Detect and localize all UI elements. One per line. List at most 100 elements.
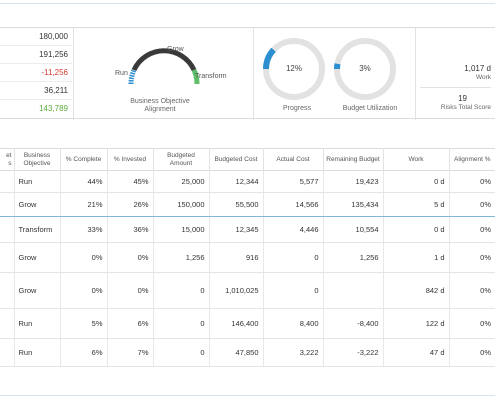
cell-invested: 0%: [107, 242, 154, 273]
column-header-complete[interactable]: % Complete: [60, 148, 108, 171]
financial-value: 36,211: [0, 82, 74, 100]
work-kpi-label: Work: [475, 74, 491, 81]
cell-invested: 7%: [107, 338, 154, 367]
cell-work: 1 d: [383, 242, 450, 273]
cell-remaining-budget: 135,434: [323, 192, 384, 217]
row-cell: [0, 308, 15, 339]
gauge-grow-segment: [131, 48, 197, 72]
bottom-divider: [0, 395, 495, 396]
table-row[interactable]: Run 44% 45% 25,000 12,344 5,577 19,423 0…: [0, 170, 495, 193]
cell-work: 842 d: [383, 272, 450, 309]
cell-objective: Grow: [14, 242, 61, 273]
cell-budgeted-amount: 25,000: [153, 170, 210, 193]
cell-remaining-budget: -8,400: [323, 308, 384, 339]
cell-invested: 26%: [107, 192, 154, 217]
cell-objective: Run: [14, 170, 61, 193]
row-cell: [0, 216, 15, 243]
cell-budgeted-cost: 47,850: [209, 338, 264, 367]
cell-objective: Grow: [14, 272, 61, 309]
cell-complete: 33%: [60, 216, 108, 243]
column-header-work[interactable]: Work: [383, 148, 450, 171]
projects-table: et s Business Objective % Complete % Inv…: [0, 148, 495, 367]
column-header-remaining-budget[interactable]: Remaining Budget: [323, 148, 384, 171]
kpi-panel: 1,017 d Work 19 Risks Total Score: [416, 28, 495, 120]
cell-remaining-budget: 10,554: [323, 216, 384, 243]
cell-alignment: 0%: [449, 338, 495, 367]
work-kpi-value: 1,017 d: [464, 64, 491, 73]
kpi-divider: [420, 87, 491, 88]
row-cell: [0, 272, 15, 309]
gauge-label-run: Run: [115, 70, 128, 77]
budget-utilization-donut: [334, 38, 396, 100]
risks-kpi-value: 19: [458, 94, 467, 103]
cell-remaining-budget: 1,256: [323, 242, 384, 273]
cell-work: 0 d: [383, 216, 450, 243]
cell-actual-cost: 3,222: [263, 338, 324, 367]
cell-budgeted-amount: 0: [153, 338, 210, 367]
cell-budgeted-cost: 12,344: [209, 170, 264, 193]
cell-budgeted-cost: 55,500: [209, 192, 264, 217]
progress-donut: [263, 38, 325, 100]
cell-complete: 44%: [60, 170, 108, 193]
cell-work: 0 d: [383, 170, 450, 193]
cell-budgeted-cost: 1,010,025: [209, 272, 264, 309]
row-cell: [0, 170, 15, 193]
alignment-caption: Business Objective Alignment: [130, 98, 190, 113]
cell-invested: 36%: [107, 216, 154, 243]
column-header-alignment[interactable]: Alignment %: [449, 148, 495, 171]
cell-alignment: 0%: [449, 170, 495, 193]
gauge-run-segment: [128, 68, 137, 85]
financial-value: 180,000: [0, 28, 74, 46]
cell-complete: 6%: [60, 338, 108, 367]
table-row[interactable]: Transform 33% 36% 15,000 12,345 4,446 10…: [0, 216, 495, 243]
financial-values: 180,000 191,256 -11,256 36,211 143,789: [0, 28, 74, 120]
column-header-budgeted-amount[interactable]: Budgeted Amount: [153, 148, 210, 171]
gauge-label-grow: Grow: [167, 46, 184, 53]
progress-caption: Progress: [282, 105, 311, 112]
cell-objective: Run: [14, 308, 61, 339]
cell-budgeted-amount: 0: [153, 272, 210, 309]
cell-actual-cost: 5,577: [263, 170, 324, 193]
cell-invested: 45%: [107, 170, 154, 193]
cell-work: 122 d: [383, 308, 450, 339]
table-row[interactable]: Grow 0% 0% 1,256 916 0 1,256 1 d 0%: [0, 242, 495, 273]
cell-remaining-budget: -3,222: [323, 338, 384, 367]
column-header-budgeted-cost[interactable]: Budgeted Cost: [209, 148, 264, 171]
cell-invested: 6%: [107, 308, 154, 339]
cell-objective: Run: [14, 338, 61, 367]
top-divider: [0, 0, 495, 4]
alignment-gauge: [128, 48, 200, 85]
cell-budgeted-amount: 150,000: [153, 192, 210, 217]
column-header-business-objective[interactable]: Business Objective: [14, 148, 61, 171]
cell-budgeted-amount: 15,000: [153, 216, 210, 243]
budget-utilization-value: 3%: [359, 64, 371, 73]
cell-budgeted-amount: 1,256: [153, 242, 210, 273]
table-header-row: et s Business Objective % Complete % Inv…: [0, 148, 495, 171]
table-row[interactable]: Grow 21% 26% 150,000 55,500 14,566 135,4…: [0, 192, 495, 217]
table-row[interactable]: Run 5% 6% 0 146,400 8,400 -8,400 122 d 0…: [0, 308, 495, 339]
cell-actual-cost: 14,566: [263, 192, 324, 217]
table-row[interactable]: Run 6% 7% 0 47,850 3,222 -3,222 47 d 0%: [0, 338, 495, 367]
financial-remaining-value: 143,789: [39, 104, 68, 113]
cell-complete: 0%: [60, 242, 108, 273]
cell-alignment: 0%: [449, 242, 495, 273]
cell-complete: 5%: [60, 308, 108, 339]
column-header-actual-cost[interactable]: Actual Cost: [263, 148, 324, 171]
business-objective-alignment-card[interactable]: Run Grow Transform Business Objective Al…: [74, 28, 254, 120]
row-cell: [0, 192, 15, 217]
column-header[interactable]: et s: [0, 148, 15, 171]
financial-value: 191,256: [0, 46, 74, 64]
cell-actual-cost: 8,400: [263, 308, 324, 339]
financial-variance-value: -11,256: [0, 64, 74, 82]
cell-complete: 0%: [60, 272, 108, 309]
cell-objective: Grow: [14, 192, 61, 217]
cell-alignment: 0%: [449, 192, 495, 217]
cell-objective: Transform: [14, 216, 61, 243]
cell-actual-cost: 0: [263, 242, 324, 273]
cell-alignment: 0%: [449, 308, 495, 339]
cell-actual-cost: 0: [263, 272, 324, 309]
cell-budgeted-cost: 12,345: [209, 216, 264, 243]
cell-budgeted-cost: 916: [209, 242, 264, 273]
table-row[interactable]: Grow 0% 0% 0 1,010,025 0 842 d 0%: [0, 272, 495, 309]
column-header-invested[interactable]: % Invested: [107, 148, 154, 171]
